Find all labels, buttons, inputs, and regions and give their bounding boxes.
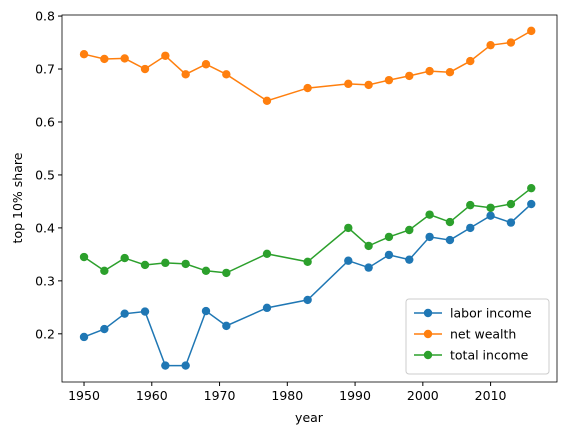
x-tick-label: 1960	[136, 388, 168, 403]
point	[527, 199, 536, 209]
point	[140, 307, 150, 316]
y-tick-label: 0.4	[35, 220, 55, 235]
y-tick-label: 0.3	[35, 273, 55, 288]
point	[262, 96, 272, 105]
point	[181, 259, 190, 269]
point	[161, 51, 170, 60]
point	[506, 218, 516, 227]
legend-marker	[423, 329, 433, 339]
x-tick-label: 2010	[475, 388, 507, 403]
y-tick-label: 0.7	[35, 62, 55, 77]
point	[222, 321, 231, 331]
point	[222, 70, 231, 79]
y-tick-label: 0.2	[35, 326, 55, 341]
point	[303, 257, 312, 266]
point	[120, 309, 129, 318]
point	[486, 40, 495, 50]
point	[445, 217, 455, 227]
point	[120, 54, 129, 63]
point	[445, 235, 455, 245]
point	[384, 232, 394, 242]
point	[79, 252, 89, 262]
point	[486, 203, 495, 212]
point	[303, 295, 312, 305]
point	[161, 258, 170, 268]
point	[201, 306, 211, 316]
x-tick-label: 1950	[68, 388, 100, 403]
point	[201, 60, 211, 69]
point	[100, 266, 109, 275]
plot-frame	[61, 14, 558, 383]
point	[201, 266, 211, 275]
point	[384, 250, 394, 260]
point	[527, 183, 536, 193]
point	[344, 256, 353, 265]
point	[262, 249, 272, 259]
point	[527, 26, 536, 36]
legend-label: total income	[450, 348, 529, 363]
point	[100, 324, 109, 334]
point	[445, 67, 455, 77]
point	[222, 268, 231, 278]
point	[181, 361, 190, 370]
x-tick-label: 1980	[271, 388, 303, 403]
point	[100, 54, 109, 64]
point	[181, 70, 190, 79]
point	[120, 253, 129, 263]
point	[364, 263, 373, 272]
x-tick-label: 1970	[204, 388, 236, 403]
point	[140, 260, 150, 270]
legend-label: net wealth	[450, 327, 516, 342]
point	[486, 211, 495, 220]
point	[425, 66, 434, 76]
legend-label: labor income	[450, 306, 532, 321]
y-axis-label: top 10% share	[10, 152, 25, 243]
point	[364, 80, 373, 90]
x-tick-label: 1990	[339, 388, 371, 403]
point	[466, 200, 475, 210]
point	[384, 75, 394, 85]
point	[344, 223, 353, 233]
point	[262, 303, 272, 313]
y-tick-label: 0.8	[35, 9, 55, 24]
point	[506, 38, 516, 47]
point	[425, 232, 434, 242]
point	[466, 56, 475, 66]
point	[425, 210, 434, 219]
point	[79, 49, 89, 59]
x-tick-label: 2000	[407, 388, 439, 403]
point	[140, 64, 150, 74]
point	[405, 71, 414, 81]
point	[506, 199, 516, 209]
point	[364, 241, 373, 251]
y-tick-label: 0.6	[35, 114, 55, 129]
legend-marker	[423, 308, 433, 318]
y-tick-label: 0.5	[35, 167, 55, 182]
point	[405, 255, 414, 264]
point	[466, 223, 475, 233]
point	[161, 361, 170, 370]
point	[303, 83, 312, 93]
point	[405, 225, 414, 235]
legend-marker	[423, 350, 433, 360]
x-axis-label: year	[295, 410, 324, 425]
point	[79, 332, 89, 342]
point	[344, 79, 353, 89]
